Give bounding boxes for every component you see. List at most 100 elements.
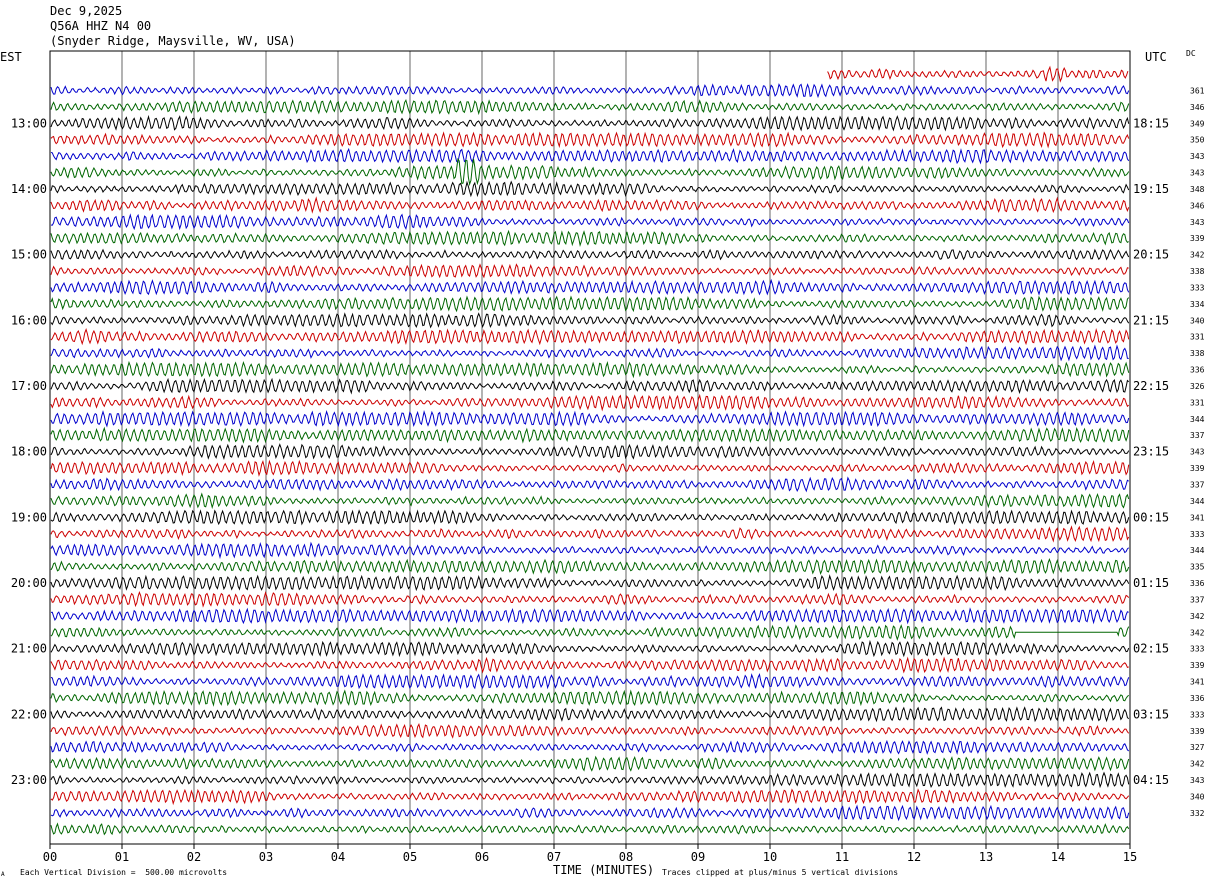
- x-tick-label: 09: [691, 850, 705, 864]
- dc-value: 336: [1190, 579, 1205, 588]
- left-hour-label: 14:00: [11, 182, 47, 196]
- trace-line: [50, 541, 1130, 560]
- trace-line: [50, 147, 1130, 165]
- x-tick-label: 13: [979, 850, 993, 864]
- trace-line: [50, 656, 1129, 674]
- dc-value: 339: [1190, 464, 1205, 473]
- trace-line: [50, 377, 1130, 395]
- x-tick-label: 15: [1123, 850, 1137, 864]
- trace-line: [50, 443, 1130, 460]
- dc-value: 333: [1190, 283, 1205, 292]
- x-tick-label: 14: [1051, 850, 1065, 864]
- x-tick-label: 11: [835, 850, 849, 864]
- left-hour-label: 13:00: [11, 116, 47, 130]
- dc-value: 341: [1190, 513, 1205, 522]
- dc-value: 339: [1190, 727, 1205, 736]
- dc-value: 343: [1190, 218, 1205, 227]
- trace-line: [50, 131, 1130, 149]
- dc-value: 340: [1190, 792, 1205, 801]
- trace-line: [50, 723, 1130, 739]
- right-hour-label: 21:15: [1133, 313, 1169, 327]
- trace-line: [50, 672, 1130, 690]
- right-hour-label: 19:15: [1133, 182, 1169, 196]
- trace-line: [50, 459, 1130, 477]
- left-hour-label: 17:00: [11, 379, 47, 393]
- dc-value: 331: [1190, 398, 1205, 407]
- trace-line: [50, 83, 1130, 99]
- dc-value: 344: [1190, 497, 1205, 506]
- trace-line: [50, 574, 1130, 592]
- trace-line: [50, 263, 1129, 279]
- dc-value: 339: [1190, 234, 1205, 243]
- dc-value: 342: [1190, 628, 1205, 637]
- left-zone-label: EST: [0, 50, 22, 64]
- trace-line: [50, 99, 1130, 116]
- trace-line: [50, 591, 1130, 608]
- trace-line: [50, 788, 1130, 806]
- dc-value: 333: [1190, 645, 1205, 654]
- trace-line: [50, 278, 1130, 296]
- x-tick-label: 01: [115, 850, 129, 864]
- trace-line: [50, 180, 1130, 198]
- trace-line: [50, 739, 1130, 755]
- left-hour-label: 21:00: [11, 642, 47, 656]
- dc-value: 333: [1190, 710, 1205, 719]
- right-zone-label: UTC: [1145, 50, 1167, 64]
- dc-value: 333: [1190, 530, 1205, 539]
- dc-value: 342: [1190, 251, 1205, 260]
- trace-line: [50, 755, 1130, 772]
- trace-line: [50, 607, 1129, 625]
- trace-line: [50, 706, 1130, 723]
- dc-value: 344: [1190, 415, 1205, 424]
- trace-line: [50, 639, 1130, 658]
- x-axis-title: TIME (MINUTES): [553, 863, 655, 877]
- trace-line: [50, 213, 1130, 231]
- dc-value: 349: [1190, 119, 1205, 128]
- right-hour-label: 02:15: [1133, 642, 1169, 656]
- right-hour-label: 00:15: [1133, 510, 1169, 524]
- left-hour-label: 22:00: [11, 707, 47, 721]
- header-location: (Snyder Ridge, Maysville, WV, USA): [50, 34, 296, 48]
- trace-line: [50, 312, 1130, 329]
- trace-line: [50, 822, 1130, 836]
- x-tick-label: 03: [259, 850, 273, 864]
- trace-line: [50, 157, 1130, 187]
- header-date: Dec 9,2025: [50, 4, 123, 18]
- dc-value: 336: [1190, 366, 1205, 375]
- trace-line: [50, 509, 1130, 526]
- dc-value: 350: [1190, 136, 1205, 145]
- left-hour-label: 16:00: [11, 313, 47, 327]
- header-station: Q56A HHZ N4 00: [50, 19, 152, 33]
- right-hour-label: 04:15: [1133, 773, 1169, 787]
- dc-value: 342: [1190, 612, 1205, 621]
- trace-line: [50, 476, 1129, 493]
- dc-value: 337: [1190, 595, 1205, 604]
- x-tick-label: 04: [331, 850, 345, 864]
- dc-value: 348: [1190, 185, 1205, 194]
- trace-line: [50, 409, 1130, 428]
- dc-value: 326: [1190, 382, 1205, 391]
- dc-value: 332: [1190, 809, 1205, 818]
- dc-value: 337: [1190, 481, 1205, 490]
- dc-value: 335: [1190, 563, 1205, 572]
- right-hour-label: 03:15: [1133, 707, 1169, 721]
- right-hour-label: 23:15: [1133, 445, 1169, 459]
- trace-line: [50, 525, 1130, 543]
- trace-line: [50, 196, 1130, 214]
- dc-value: 343: [1190, 776, 1205, 785]
- right-hour-label: 18:15: [1133, 116, 1169, 130]
- dc-value: 334: [1190, 300, 1205, 309]
- trace-line: [50, 114, 1130, 132]
- dc-value: 338: [1190, 349, 1205, 358]
- trace-line: [50, 327, 1130, 346]
- dc-value: 341: [1190, 678, 1205, 687]
- x-tick-label: 07: [547, 850, 561, 864]
- trace-line: [50, 771, 1130, 789]
- trace-line: [50, 426, 1130, 444]
- trace-line: [50, 295, 1130, 313]
- clip-note: Traces clipped at plus/minus 5 vertical …: [662, 868, 899, 877]
- right-hour-label: 22:15: [1133, 379, 1169, 393]
- scale-note: Each Vertical Division = 500.00 microvol…: [20, 868, 228, 877]
- dc-value: 344: [1190, 546, 1205, 555]
- dc-value: 361: [1190, 86, 1205, 95]
